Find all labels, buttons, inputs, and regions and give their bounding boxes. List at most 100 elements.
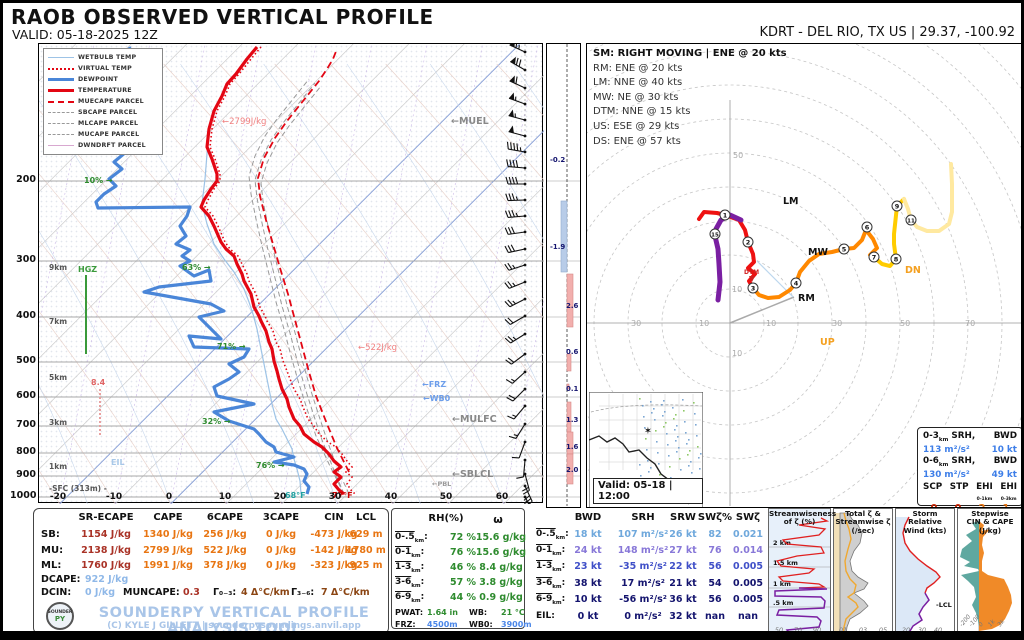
height-marker: 15 (709, 228, 721, 240)
height-marker: 9 (891, 200, 903, 212)
omega-value: 2.0 (566, 466, 579, 474)
barb-full (508, 176, 512, 185)
kinematics-value: 24 kt (574, 545, 602, 556)
annotation-rh: 76% → (256, 461, 285, 470)
barb-full (522, 489, 530, 495)
mini-panel-2: Total ζ & Streamwise ζ (/sec) .01 .03 .05 (833, 508, 893, 634)
radar-speckle (691, 472, 693, 474)
mixing-ratio-line (170, 43, 261, 505)
panel-xtick: .03 (857, 626, 867, 634)
height-marker-number: 4 (794, 279, 799, 287)
radar-speckle (688, 439, 690, 441)
legend-item: TEMPERATURE (48, 85, 158, 96)
radar-speckle (650, 401, 652, 403)
annotation-level: ←SBLCL (452, 469, 493, 480)
thermo-value: 2799 J/kg (143, 545, 193, 556)
barb-full (523, 495, 530, 501)
barb-full (524, 498, 532, 504)
pressure-tick: 900 (16, 469, 36, 480)
legend-item: MUECAPE PARCEL (48, 96, 158, 107)
wind-barb (504, 332, 527, 344)
barb-full (504, 301, 511, 308)
temp-tick: -20 (49, 492, 67, 502)
barb-half (518, 45, 520, 50)
radar-speckle (679, 458, 681, 460)
radar-speckle (696, 435, 698, 437)
annotation-frz: ←WB0 (423, 394, 451, 403)
legend-label: DWNDRFT PARCEL (78, 142, 146, 149)
station-info: KDRT - DEL RIO, TX US | 29.37, -100.92 (759, 25, 1015, 40)
barb-full (507, 262, 513, 270)
radar-speckle (689, 450, 691, 452)
annotation-rh: 32% → (202, 417, 231, 426)
height-marker-circle (905, 214, 917, 226)
thermo-value: 1780 m (346, 545, 386, 556)
height-marker-number: 8 (894, 255, 899, 263)
kinematics-value: nan (705, 611, 725, 622)
dry-adiabat-line (107, 63, 449, 505)
panel-chart: .01 .03 .05 (834, 512, 887, 634)
mixing-ratio-line (225, 43, 317, 505)
annotation-cape: ←522J/kg (358, 343, 397, 353)
height-marker-circle (719, 209, 731, 221)
thermo-value: 378 J/kg (203, 560, 247, 571)
wind-barb (504, 297, 527, 308)
indices-value-row: 0021 (923, 504, 1017, 507)
barb-staff (508, 131, 526, 137)
radar-speckle (650, 467, 652, 469)
isotherm-line (3, 43, 465, 505)
legend-label: DEWPOINT (78, 76, 118, 83)
height-marker-circle (891, 200, 903, 212)
barb-full (507, 357, 515, 363)
height-label: 7km (49, 317, 67, 326)
dcin-value: 0 J/kg (85, 587, 116, 598)
barb-full (507, 281, 513, 288)
annotation-rh: 63% → (182, 263, 211, 272)
legend-line-sample (48, 67, 74, 70)
omega-value: 2.6 (566, 302, 579, 310)
barb-staff (508, 148, 526, 153)
radar-speckle (680, 469, 682, 471)
pressure-tick: 600 (16, 390, 36, 401)
annotation-level: ←MUEL (451, 116, 489, 127)
legend-item: DWNDRFT PARCEL (48, 140, 158, 151)
legend-label: MLCAPE PARCEL (78, 120, 139, 127)
temp-tick: -10 (105, 492, 123, 502)
mini-panel-1: Streamwiseness of ζ (%) 2 km 1.5 km 1 km .5 k… (768, 508, 836, 631)
radar-speckle (675, 440, 677, 442)
ring-label: 10 (766, 319, 776, 328)
radar-speckle (699, 468, 701, 470)
muncape-label: MUNCAPE: (123, 587, 180, 598)
height-marker-circle (838, 243, 850, 255)
storm-motion-box: SM: RIGHT MOVING | ENE @ 20 kts RM: ENE @… (593, 47, 787, 149)
height-marker: 4 (790, 277, 802, 289)
annotation-sftd: 68°F (285, 491, 306, 500)
barb-staff (511, 371, 526, 384)
radar-speckle (697, 446, 699, 448)
barb-full (504, 210, 509, 218)
height-marker-circle (790, 277, 802, 289)
index-header: EHI 0-3km (1000, 481, 1017, 502)
omega-strip: -0.2 -1.9 2.6 0.6 0.1 1.3 1.6 2.0 (546, 43, 581, 508)
wind-barb (505, 193, 527, 202)
pressure-tick: 200 (16, 174, 36, 185)
radar-speckle (687, 454, 689, 456)
barb-full (506, 397, 514, 402)
index-header: STP (949, 481, 969, 492)
barb-full (504, 319, 511, 325)
motion-label-dn: DN (905, 265, 921, 276)
barb-full (507, 245, 512, 253)
storm-motion-line: SM: RIGHT MOVING | ENE @ 20 kts (593, 48, 787, 59)
thermo-value: 256 J/kg (203, 529, 247, 540)
barb-full (506, 159, 509, 167)
barb-staff (511, 353, 526, 365)
barb-full (508, 394, 516, 400)
radar-speckle (686, 443, 688, 445)
radar-speckle (682, 399, 684, 401)
barb-full (516, 143, 519, 151)
barb-full (508, 210, 512, 218)
storm-motion-line: LM: NNE @ 40 kts (593, 77, 683, 89)
lapse03-label: Γ₀₋₃: (213, 587, 237, 598)
height-marker-circle (868, 251, 880, 263)
